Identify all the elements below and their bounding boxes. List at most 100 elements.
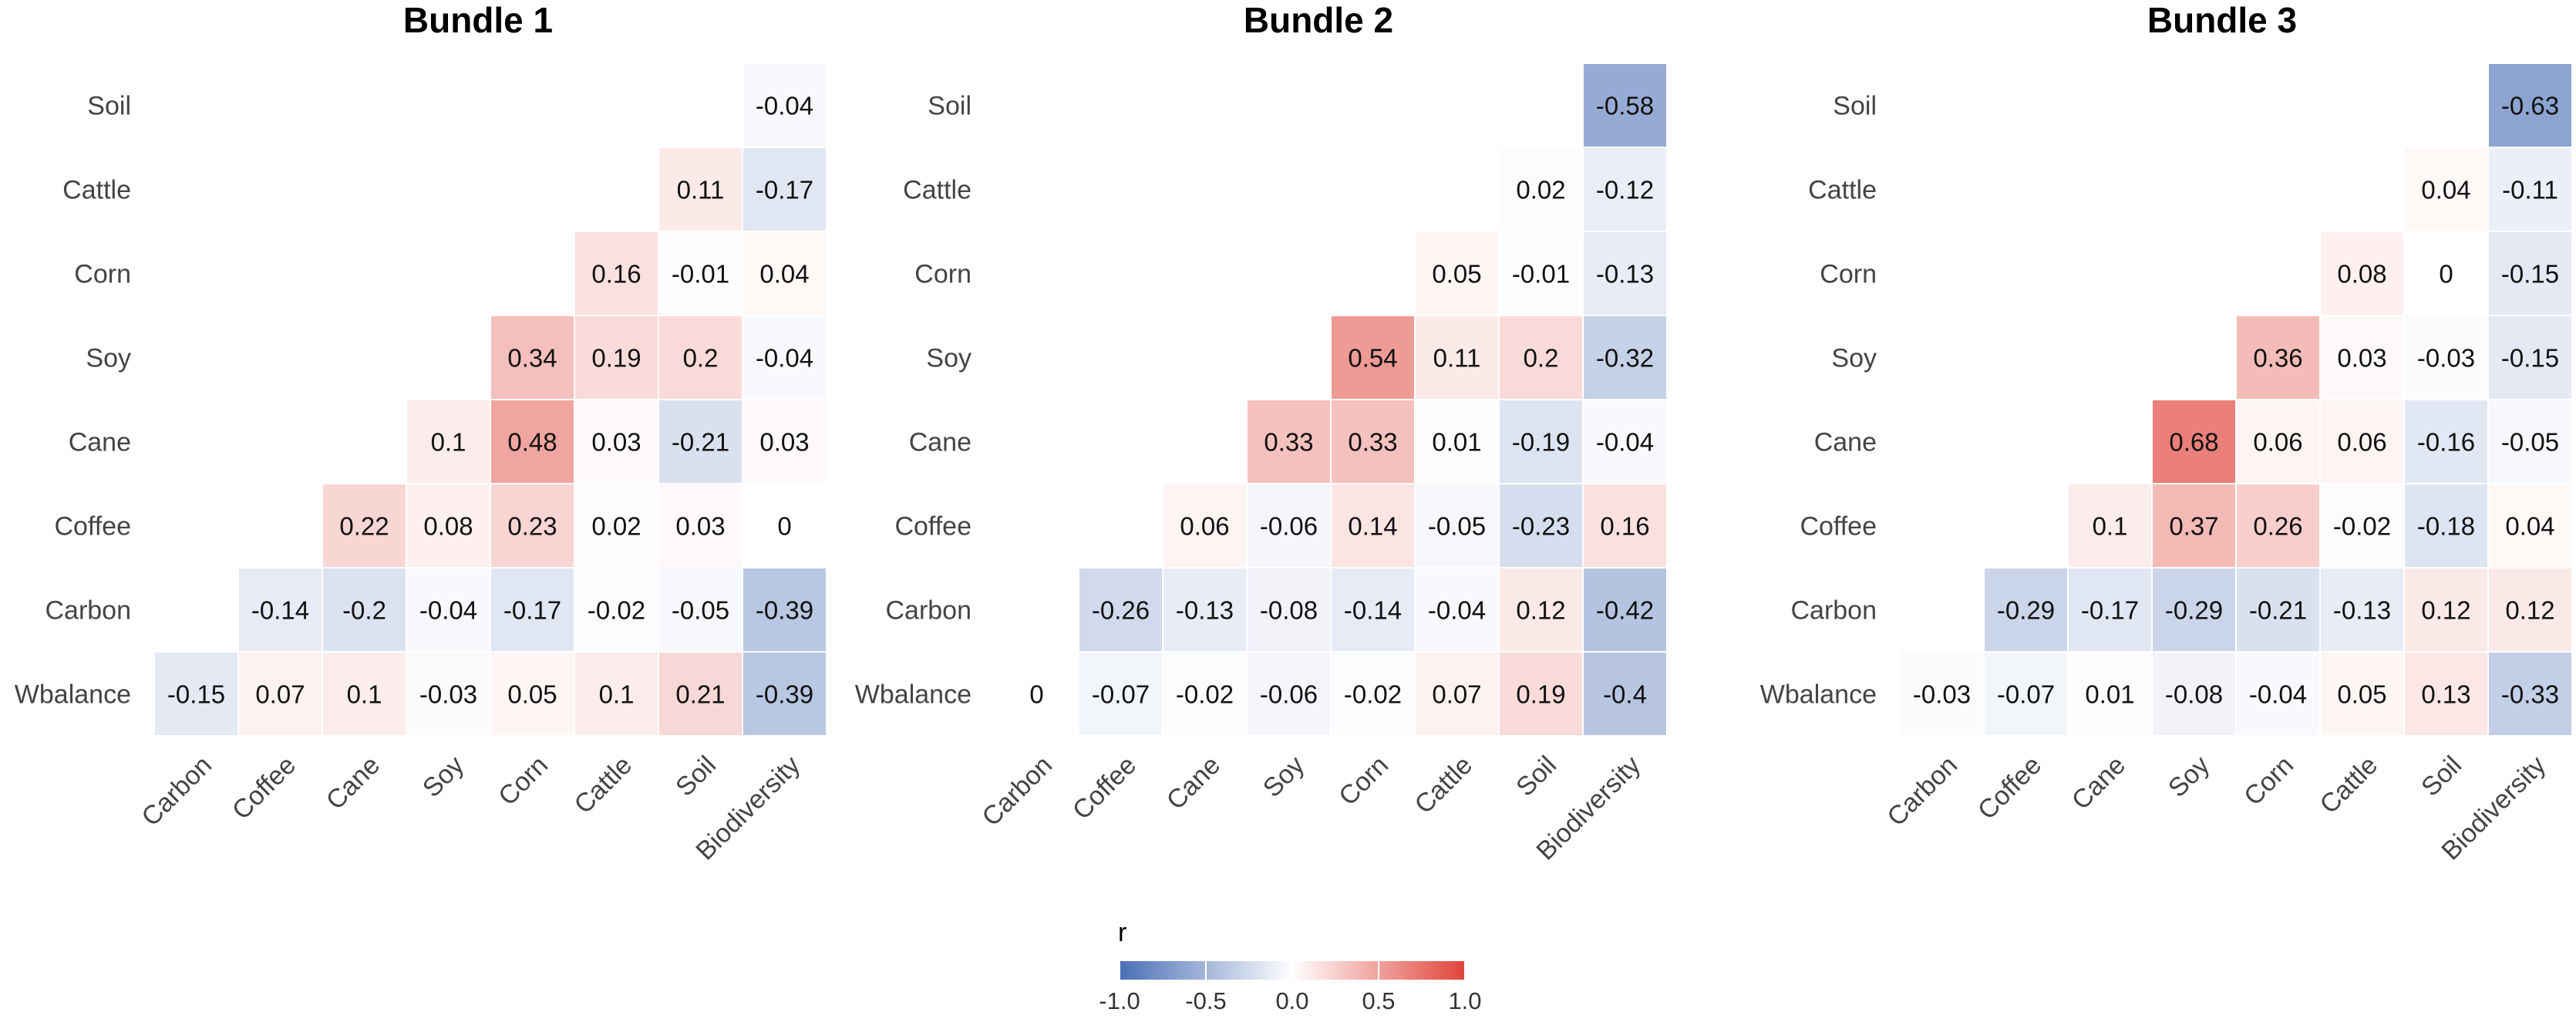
row-label: Corn: [914, 260, 971, 289]
row-label: Cattle: [62, 176, 131, 205]
cell-value-label: 0.01: [2085, 680, 2134, 709]
cell-value-label: -0.15: [2501, 260, 2559, 288]
column-label: Corn: [1333, 751, 1394, 811]
cell-value-label: 0.02: [591, 512, 641, 541]
cell-value-label: -0.05: [1428, 512, 1486, 541]
cell-value-label: -0.03: [2417, 344, 2475, 373]
heatmap-cell: [2403, 651, 2489, 737]
heatmap-cell: [658, 651, 743, 737]
cell-value-label: 0.16: [591, 260, 641, 288]
cell-value-label: 0.05: [2337, 680, 2386, 709]
heatmap-cell: [994, 651, 1079, 737]
heatmap-cell: [1582, 231, 1668, 316]
heatmap-cell: [1498, 567, 1584, 653]
heatmap-cell: [1582, 147, 1668, 232]
column-label: Carbon: [136, 751, 217, 832]
heatmap-cell: [490, 483, 575, 569]
cell-value-label: 0.16: [1600, 512, 1649, 541]
cell-value-label: -0.08: [1260, 596, 1318, 625]
cell-value-label: -0.12: [1596, 176, 1654, 204]
cell-value-label: -0.4: [1603, 680, 1647, 709]
column-label: Cane: [2066, 751, 2131, 815]
heatmap-cell: [2151, 567, 2237, 653]
row-label: Carbon: [45, 596, 131, 626]
cell-value-label: 0.08: [423, 512, 473, 541]
cell-value-label: 0.37: [2169, 512, 2218, 541]
cell-value-label: -0.07: [1092, 680, 1150, 709]
heatmap-panel-3: Bundle 3 Soil -0.63 Cattle 0.04 -0.11 Corn 0.08…: [1760, 0, 2573, 866]
cell-value-label: 0.12: [2505, 596, 2554, 625]
column-label: Coffee: [1067, 751, 1142, 825]
heatmap-cell: [574, 651, 659, 737]
heatmap-cell: [2235, 567, 2321, 653]
cell-value-label: 0.33: [1264, 428, 1313, 457]
cell-value-label: -0.18: [2417, 512, 2475, 541]
cell-value-label: -0.15: [167, 680, 225, 709]
heatmap-cell: [1498, 231, 1584, 316]
column-label: Soil: [670, 751, 722, 802]
cell-value-label: -0.33: [2501, 680, 2559, 709]
legend-tick-label: 0.0: [1275, 987, 1308, 1014]
panel-title: Bundle 3: [2147, 0, 2297, 40]
heatmap-cell: [1582, 567, 1668, 653]
cell-value-label: -0.42: [1596, 596, 1654, 625]
cell-value-label: 0.26: [2253, 512, 2302, 541]
cell-value-label: -0.16: [2417, 428, 2475, 457]
cell-value-label: 0.03: [675, 512, 725, 541]
cell-value-label: -0.04: [2249, 680, 2307, 709]
heatmap-cell: [574, 483, 659, 569]
heatmap-cell: [2487, 483, 2573, 569]
cell-value-label: 0.1: [2093, 512, 2128, 541]
heatmap-cell: [1078, 651, 1163, 737]
cell-value-label: 0.48: [507, 428, 557, 457]
cell-value-label: -0.17: [2081, 596, 2139, 625]
cell-value-label: 0.06: [2337, 428, 2386, 457]
panel-title: Bundle 2: [1244, 0, 1393, 40]
heatmap-cell: [742, 62, 827, 148]
cell-value-label: -0.02: [1344, 680, 1402, 709]
cell-value-label: -0.21: [2249, 596, 2307, 625]
cell-value-label: 0: [1029, 680, 1043, 709]
cell-value-label: -0.03: [1913, 680, 1971, 709]
cell-value-label: 0.07: [255, 680, 305, 709]
cell-value-label: 0.05: [507, 680, 557, 709]
heatmap-cell: [1330, 399, 1416, 484]
heatmap-cell: [1414, 315, 1500, 400]
cell-value-label: -0.11: [2502, 176, 2558, 204]
cell-value-label: -0.21: [672, 428, 729, 457]
cell-value-label: -0.58: [1596, 92, 1654, 120]
cell-value-label: 0.68: [2169, 428, 2218, 457]
column-label: Soy: [1258, 751, 1310, 803]
heatmap-cell: [490, 399, 575, 484]
cell-value-label: 0.19: [1516, 680, 1565, 709]
cell-value-label: -0.13: [2333, 596, 2391, 625]
cell-value-label: -0.63: [2501, 92, 2559, 120]
heatmap-cell: [1162, 567, 1248, 653]
cell-value-label: -0.17: [756, 176, 813, 204]
cell-value-label: -0.02: [2333, 512, 2391, 541]
cell-value-label: -0.05: [2501, 428, 2559, 457]
heatmap-cell: [322, 483, 407, 569]
heatmap-cell: [742, 567, 827, 653]
heatmap-cell: [658, 147, 743, 232]
cell-value-label: -0.29: [2165, 596, 2223, 625]
cell-value-label: 0.04: [759, 260, 809, 288]
column-label: Cattle: [568, 751, 638, 820]
legend-tick-label: -1.0: [1099, 987, 1140, 1014]
cell-value-label: 0.03: [759, 428, 809, 457]
cell-value-label: 0.33: [1348, 428, 1397, 457]
heatmap-cell: [1983, 567, 2069, 653]
heatmap-cell: [1498, 399, 1584, 484]
row-label: Cane: [1814, 428, 1877, 457]
cell-value-label: 0.14: [1348, 512, 1397, 541]
cell-value-label: 0.06: [2253, 428, 2302, 457]
cell-value-label: 0.21: [675, 680, 725, 709]
cell-value-label: -0.02: [1176, 680, 1234, 709]
heatmap-cell: [2487, 651, 2573, 737]
column-label: Coffee: [227, 751, 301, 825]
cell-value-label: 0.06: [1180, 512, 1229, 541]
heatmap-cell: [1498, 483, 1584, 569]
row-label: Wbalance: [1760, 680, 1877, 710]
heatmap-cell: [1246, 567, 1332, 653]
